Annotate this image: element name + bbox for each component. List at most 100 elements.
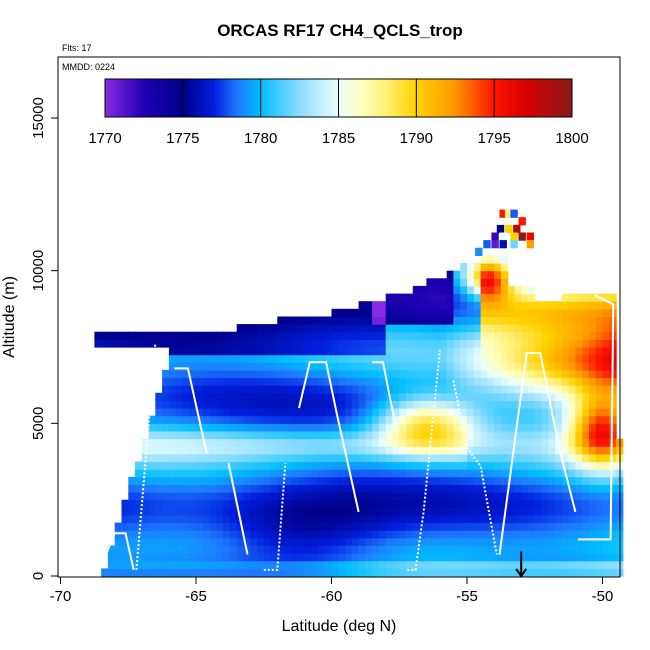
heatmap-cell xyxy=(480,362,488,371)
heatmap-cell xyxy=(189,339,197,348)
heatmap-cell xyxy=(467,293,475,302)
heatmap-cell xyxy=(324,522,333,531)
heatmap-cell xyxy=(426,339,434,348)
heatmap-cell xyxy=(548,377,556,386)
heatmap-cell xyxy=(277,339,285,348)
heatmap-cell xyxy=(351,369,360,379)
heatmap-cell xyxy=(439,369,448,379)
heatmap-cell xyxy=(480,476,488,485)
heatmap-cell xyxy=(548,461,556,470)
heatmap-cell xyxy=(487,324,495,333)
heatmap-cell xyxy=(487,461,495,470)
heatmap-cell xyxy=(419,545,427,554)
heatmap-cell xyxy=(534,339,543,348)
heatmap-cell xyxy=(385,316,394,325)
heatmap-cell xyxy=(202,331,211,340)
x-tick-label: -65 xyxy=(185,588,207,605)
heatmap-cell xyxy=(345,324,353,333)
heatmap-cell xyxy=(507,339,515,348)
heatmap-cell xyxy=(392,553,400,562)
heatmap-cell xyxy=(548,339,556,348)
heatmap-cell xyxy=(317,560,326,569)
heatmap-cell xyxy=(155,423,163,432)
heatmap-cell xyxy=(555,492,563,501)
heatmap-cell xyxy=(500,484,509,493)
heatmap-cell xyxy=(114,530,123,539)
heatmap-cell xyxy=(311,362,319,371)
heatmap-cell xyxy=(602,537,610,546)
heatmap-cell xyxy=(514,362,522,371)
heatmap-cell xyxy=(101,568,109,577)
heatmap-cell xyxy=(589,331,597,340)
heatmap-cell xyxy=(426,522,434,531)
heatmap-cell xyxy=(189,347,197,356)
heatmap-cell xyxy=(304,499,312,508)
heatmap-cell xyxy=(196,431,204,440)
heatmap-cell xyxy=(175,423,184,432)
heatmap-cell xyxy=(555,499,563,508)
heatmap-cell xyxy=(216,392,224,401)
heatmap-cell xyxy=(317,423,326,432)
heatmap-cell xyxy=(392,453,400,463)
heatmap-cell xyxy=(114,553,123,562)
heatmap-cell xyxy=(534,537,543,546)
heatmap-cell xyxy=(290,392,299,401)
heatmap-cell xyxy=(351,423,360,432)
heatmap-cell xyxy=(555,400,563,409)
heatmap-cell xyxy=(439,408,448,417)
heatmap-cell xyxy=(284,408,292,417)
heatmap-cell xyxy=(338,438,346,447)
heatmap-cell xyxy=(324,507,333,516)
heatmap-cell xyxy=(473,492,482,501)
heatmap-cell xyxy=(311,438,319,447)
heatmap-cell xyxy=(277,369,285,379)
heatmap-cell xyxy=(372,400,380,409)
heatmap-cell xyxy=(521,438,529,447)
heatmap-cell xyxy=(439,537,448,546)
heatmap-cell xyxy=(487,476,495,485)
heatmap-cell xyxy=(568,484,576,493)
heatmap-cell xyxy=(439,362,448,371)
heatmap-cell xyxy=(189,423,197,432)
heatmap-cell xyxy=(338,362,346,371)
heatmap-cell xyxy=(541,545,549,554)
heatmap-cell xyxy=(521,324,529,333)
heatmap-cell xyxy=(257,484,265,493)
heatmap-cell xyxy=(399,560,407,569)
heatmap-cell xyxy=(223,369,231,379)
heatmap-cell xyxy=(487,492,495,501)
heatmap-cell xyxy=(311,415,319,424)
heatmap-cell xyxy=(412,324,421,333)
heatmap-cell xyxy=(582,438,590,447)
heatmap-cell xyxy=(426,469,434,478)
heatmap-cell xyxy=(504,224,513,234)
heatmap-cell xyxy=(500,568,509,577)
heatmap-cell xyxy=(399,293,407,302)
heatmap-cell xyxy=(541,431,549,440)
heatmap-cell xyxy=(121,499,129,508)
heatmap-cell xyxy=(257,362,265,371)
heatmap-cell xyxy=(216,568,224,577)
heatmap-cell xyxy=(107,545,116,554)
heatmap-cell xyxy=(526,232,534,241)
heatmap-cell xyxy=(338,499,346,508)
heatmap-cell xyxy=(568,331,576,340)
heatmap-cell xyxy=(202,568,211,577)
heatmap-cell xyxy=(338,514,346,524)
heatmap-cell xyxy=(257,339,265,348)
heatmap-cell xyxy=(534,522,543,531)
heatmap-cell xyxy=(250,499,258,508)
heatmap-cell xyxy=(121,507,129,516)
heatmap-cell xyxy=(338,446,346,455)
flight-track-segment xyxy=(407,349,441,571)
heatmap-cell xyxy=(270,354,278,363)
heatmap-cell xyxy=(453,308,461,317)
heatmap-cell xyxy=(507,492,515,501)
heatmap-cell xyxy=(229,461,238,470)
heatmap-cell xyxy=(189,499,197,508)
heatmap-cell xyxy=(575,308,583,317)
heatmap-cell xyxy=(148,568,156,577)
heatmap-cell xyxy=(148,469,156,478)
heatmap-cell xyxy=(561,514,570,524)
heatmap-cell xyxy=(372,484,380,493)
